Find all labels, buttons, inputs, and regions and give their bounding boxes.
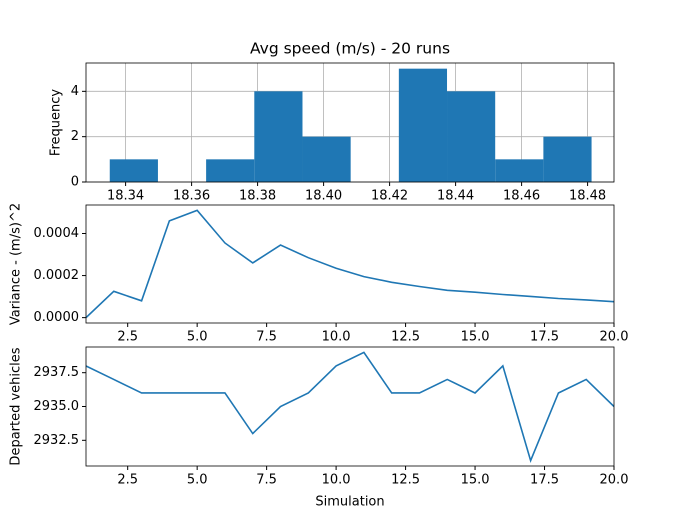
y-tick-label: 0.0002 (34, 268, 80, 283)
axes-frame (85, 204, 615, 324)
x-tick-label: 7.5 (256, 330, 277, 345)
line (86, 351, 614, 464)
chart-title: Avg speed (m/s) - 20 runs (250, 40, 450, 58)
line (86, 209, 614, 319)
y-axis-label: Departed vehicles (9, 347, 24, 465)
x-tick-label: 2.5 (117, 330, 138, 345)
axes-frame (85, 346, 615, 467)
x-tick-label: 18.48 (569, 189, 606, 204)
x-tick-label: 17.5 (530, 330, 559, 345)
x-tick-label: 20.0 (600, 330, 629, 345)
y-tick-label: 2937.5 (34, 365, 80, 380)
axes-frame (85, 62, 615, 183)
y-tick-label: 0 (71, 175, 79, 190)
x-tick-label: 15.0 (461, 330, 490, 345)
x-tick-label: 18.46 (503, 189, 540, 204)
x-tick-label: 15.0 (461, 473, 490, 488)
y-tick-label: 2932.5 (34, 433, 80, 448)
bar (495, 159, 544, 182)
x-tick-label: 5.0 (187, 473, 208, 488)
x-tick-label: 18.36 (173, 189, 210, 204)
bar (302, 136, 351, 182)
x-tick-label: 18.38 (239, 189, 276, 204)
x-axis-label: Simulation (315, 495, 384, 510)
y-axis-label: Variance - (m/s)^2 (9, 203, 24, 325)
x-tick-label: 5.0 (187, 330, 208, 345)
x-tick-label: 18.44 (437, 189, 474, 204)
x-tick-label: 18.40 (305, 189, 342, 204)
y-tick-label: 2935.0 (34, 399, 80, 414)
y-tick-label: 0.0004 (34, 226, 80, 241)
x-tick-label: 20.0 (600, 473, 629, 488)
y-axis-label: Frequency (49, 89, 64, 156)
y-tick-label: 4 (71, 84, 79, 99)
x-tick-label: 18.42 (371, 189, 408, 204)
x-tick-label: 10.0 (322, 473, 351, 488)
bar (206, 159, 255, 182)
bar (543, 136, 592, 182)
y-tick-label: 2 (71, 129, 79, 144)
bar (398, 68, 448, 182)
y-tick-label: 0.0000 (34, 310, 80, 325)
x-tick-label: 10.0 (322, 330, 351, 345)
x-tick-label: 12.5 (391, 473, 420, 488)
bar (254, 91, 303, 182)
bar (447, 91, 496, 182)
x-tick-label: 17.5 (530, 473, 559, 488)
x-tick-label: 2.5 (117, 473, 138, 488)
x-tick-label: 7.5 (256, 473, 277, 488)
bar (109, 159, 158, 182)
x-tick-label: 18.34 (107, 189, 144, 204)
x-tick-label: 12.5 (391, 330, 420, 345)
